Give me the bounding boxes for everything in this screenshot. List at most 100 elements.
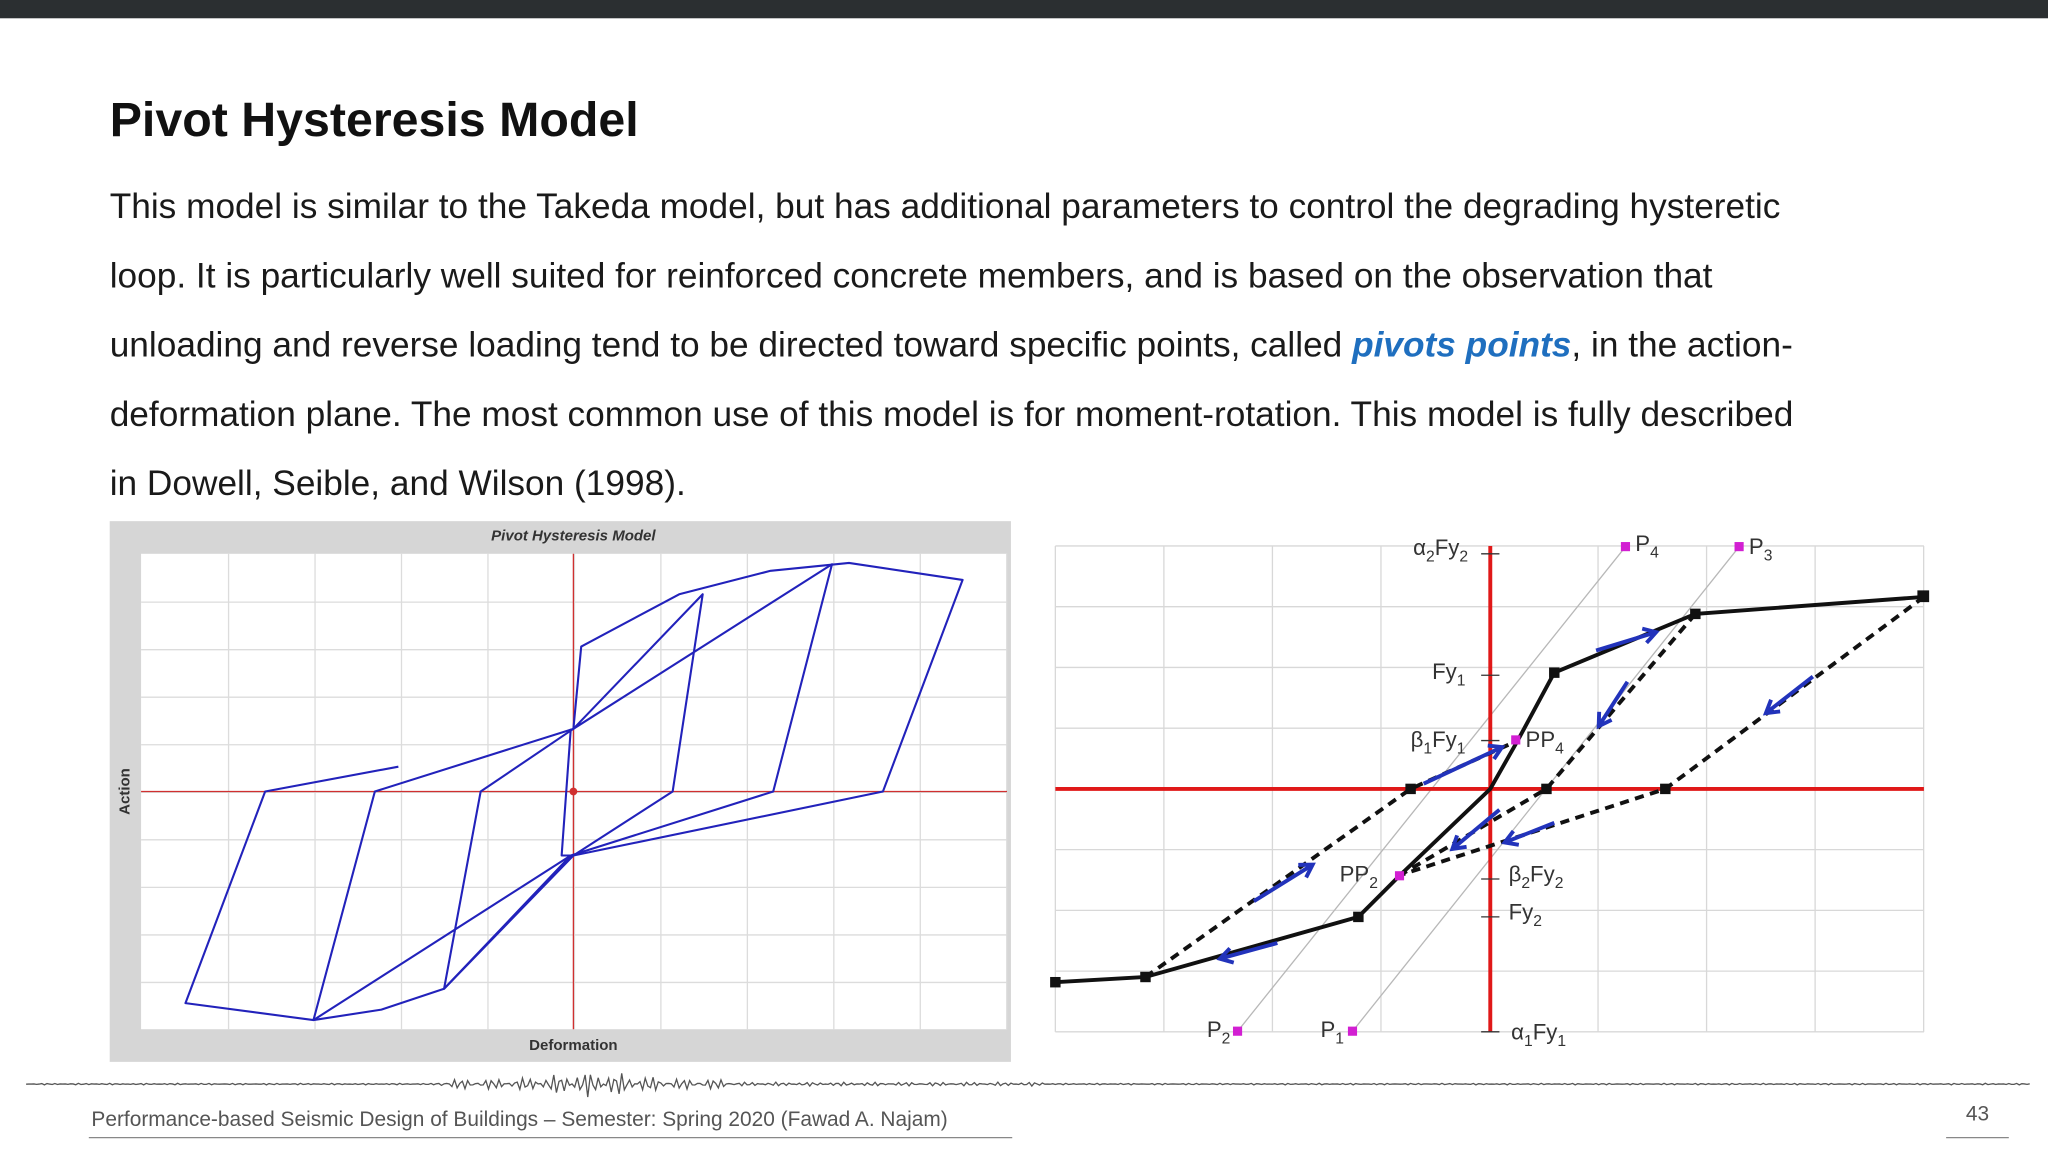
label-text: P <box>1207 1017 1222 1042</box>
top-bar <box>0 0 2048 19</box>
diagram-label: Fy1 <box>1432 659 1465 690</box>
point <box>1549 667 1560 678</box>
diagram-label: P1 <box>1320 1017 1344 1048</box>
arrow-head <box>1487 743 1506 761</box>
label-text: Fy <box>1530 862 1556 887</box>
diagram-label: PP2 <box>1340 862 1378 893</box>
subscript: 2 <box>1426 549 1435 566</box>
label-text: Fy <box>1432 659 1458 684</box>
subscript: 1 <box>1524 1033 1533 1050</box>
text-run: deformation plane. The most common use o… <box>110 395 1794 434</box>
subscript: 2 <box>1459 549 1468 566</box>
subscript: 1 <box>1457 741 1466 758</box>
loop <box>312 563 834 1021</box>
pivot-point <box>1620 542 1631 552</box>
backbone-points <box>1050 590 1930 988</box>
pivot-point <box>1232 1026 1243 1036</box>
paragraph-line: deformation plane. The most common use o… <box>110 395 1794 434</box>
subscript: 2 <box>1369 875 1378 892</box>
pivot-point <box>1347 1026 1358 1036</box>
point <box>1353 911 1364 923</box>
arrow-shaft <box>1595 630 1657 653</box>
subscript: 1 <box>1457 673 1466 690</box>
subscript: 2 <box>1222 1031 1231 1048</box>
label-text: Fy <box>1533 1020 1559 1045</box>
seismic-wave-divider <box>26 1073 2030 1098</box>
arrow-head <box>1298 862 1316 879</box>
pivot-point <box>1394 871 1405 881</box>
subscript: 1 <box>1423 741 1432 758</box>
origin-point <box>569 787 578 796</box>
point <box>1405 783 1416 795</box>
diagram-label: α1Fy1 <box>1511 1020 1566 1051</box>
axis-ticks <box>1481 553 1500 1033</box>
subscript: 2 <box>1521 875 1530 892</box>
subscript: 4 <box>1555 741 1564 758</box>
arrow-head <box>1216 946 1235 965</box>
highlight: pivots points <box>1351 326 1571 365</box>
slide-title: Pivot Hysteresis Model <box>110 93 639 147</box>
paragraph-line: This model is similar to the Takeda mode… <box>110 187 1781 226</box>
footer-text: Performance-based Seismic Design of Buil… <box>91 1108 947 1131</box>
direction-arrows <box>1216 626 1815 965</box>
subscript: 1 <box>1557 1033 1566 1050</box>
subscript: 2 <box>1555 875 1564 892</box>
arrow-shaft <box>1219 941 1278 961</box>
page-number: 43 <box>1966 1103 1989 1126</box>
label-text: Fy <box>1509 900 1535 925</box>
loop <box>184 561 964 1022</box>
label-text: Fy <box>1432 727 1458 752</box>
arrow-head <box>1501 829 1520 847</box>
text-run: in Dowell, Seible, and Wilson (1998). <box>110 464 686 503</box>
label-text: PP <box>1340 862 1370 887</box>
arrow-shaft <box>1503 821 1556 845</box>
text-run: , in the action- <box>1571 326 1792 365</box>
diagram-label: β2Fy2 <box>1509 862 1564 893</box>
arrow-head <box>1449 834 1467 852</box>
paragraph-line: in Dowell, Seible, and Wilson (1998). <box>110 464 686 503</box>
pivot-point <box>1734 542 1744 552</box>
figure-title: Pivot Hysteresis Model <box>491 528 656 545</box>
text-run: loop. It is particularly well suited for… <box>110 256 1713 295</box>
subscript: 2 <box>1533 913 1542 930</box>
left-figure: Pivot Hysteresis Model Action Deformatio… <box>109 521 1011 1062</box>
diagram-label: P4 <box>1635 531 1659 562</box>
point <box>1660 783 1671 795</box>
paragraph-line: unloading and reverse loading tend to be… <box>110 326 1793 365</box>
arrow-head <box>1596 711 1613 730</box>
diagram-label: Fy2 <box>1509 900 1542 931</box>
arrow-shaft <box>1451 808 1501 851</box>
label-text: β <box>1509 862 1522 887</box>
diagram-label: α2Fy2 <box>1413 535 1468 566</box>
arrow-shaft <box>1597 680 1630 728</box>
diagram-label: P3 <box>1749 534 1773 565</box>
diagram-label: β1Fy1 <box>1411 727 1466 758</box>
arrow-shaft <box>1252 862 1314 903</box>
point <box>1690 608 1701 620</box>
label-text: P <box>1635 531 1650 556</box>
label-text: P <box>1320 1017 1335 1042</box>
arrow-shaft <box>1764 675 1815 715</box>
arrow-head <box>1762 699 1781 716</box>
diagram-label: PP4 <box>1526 727 1565 758</box>
point <box>1917 590 1930 603</box>
label-text: α <box>1511 1020 1524 1045</box>
label-text: P <box>1749 534 1764 559</box>
point <box>1541 783 1552 795</box>
pivot-point <box>1511 735 1521 745</box>
paragraph: This model is similar to the Takeda mode… <box>110 187 1794 503</box>
subscript: 1 <box>1335 1031 1344 1048</box>
subscript: 4 <box>1650 545 1659 562</box>
point <box>1050 976 1061 988</box>
hysteresis-loops <box>184 561 964 1022</box>
text-run: unloading and reverse loading tend to be… <box>110 326 1352 365</box>
text-run: This model is similar to the Takeda mode… <box>110 187 1781 226</box>
arrow-head <box>1641 626 1660 645</box>
label-text: β <box>1411 727 1424 752</box>
x-axis-label: Deformation <box>529 1037 617 1054</box>
